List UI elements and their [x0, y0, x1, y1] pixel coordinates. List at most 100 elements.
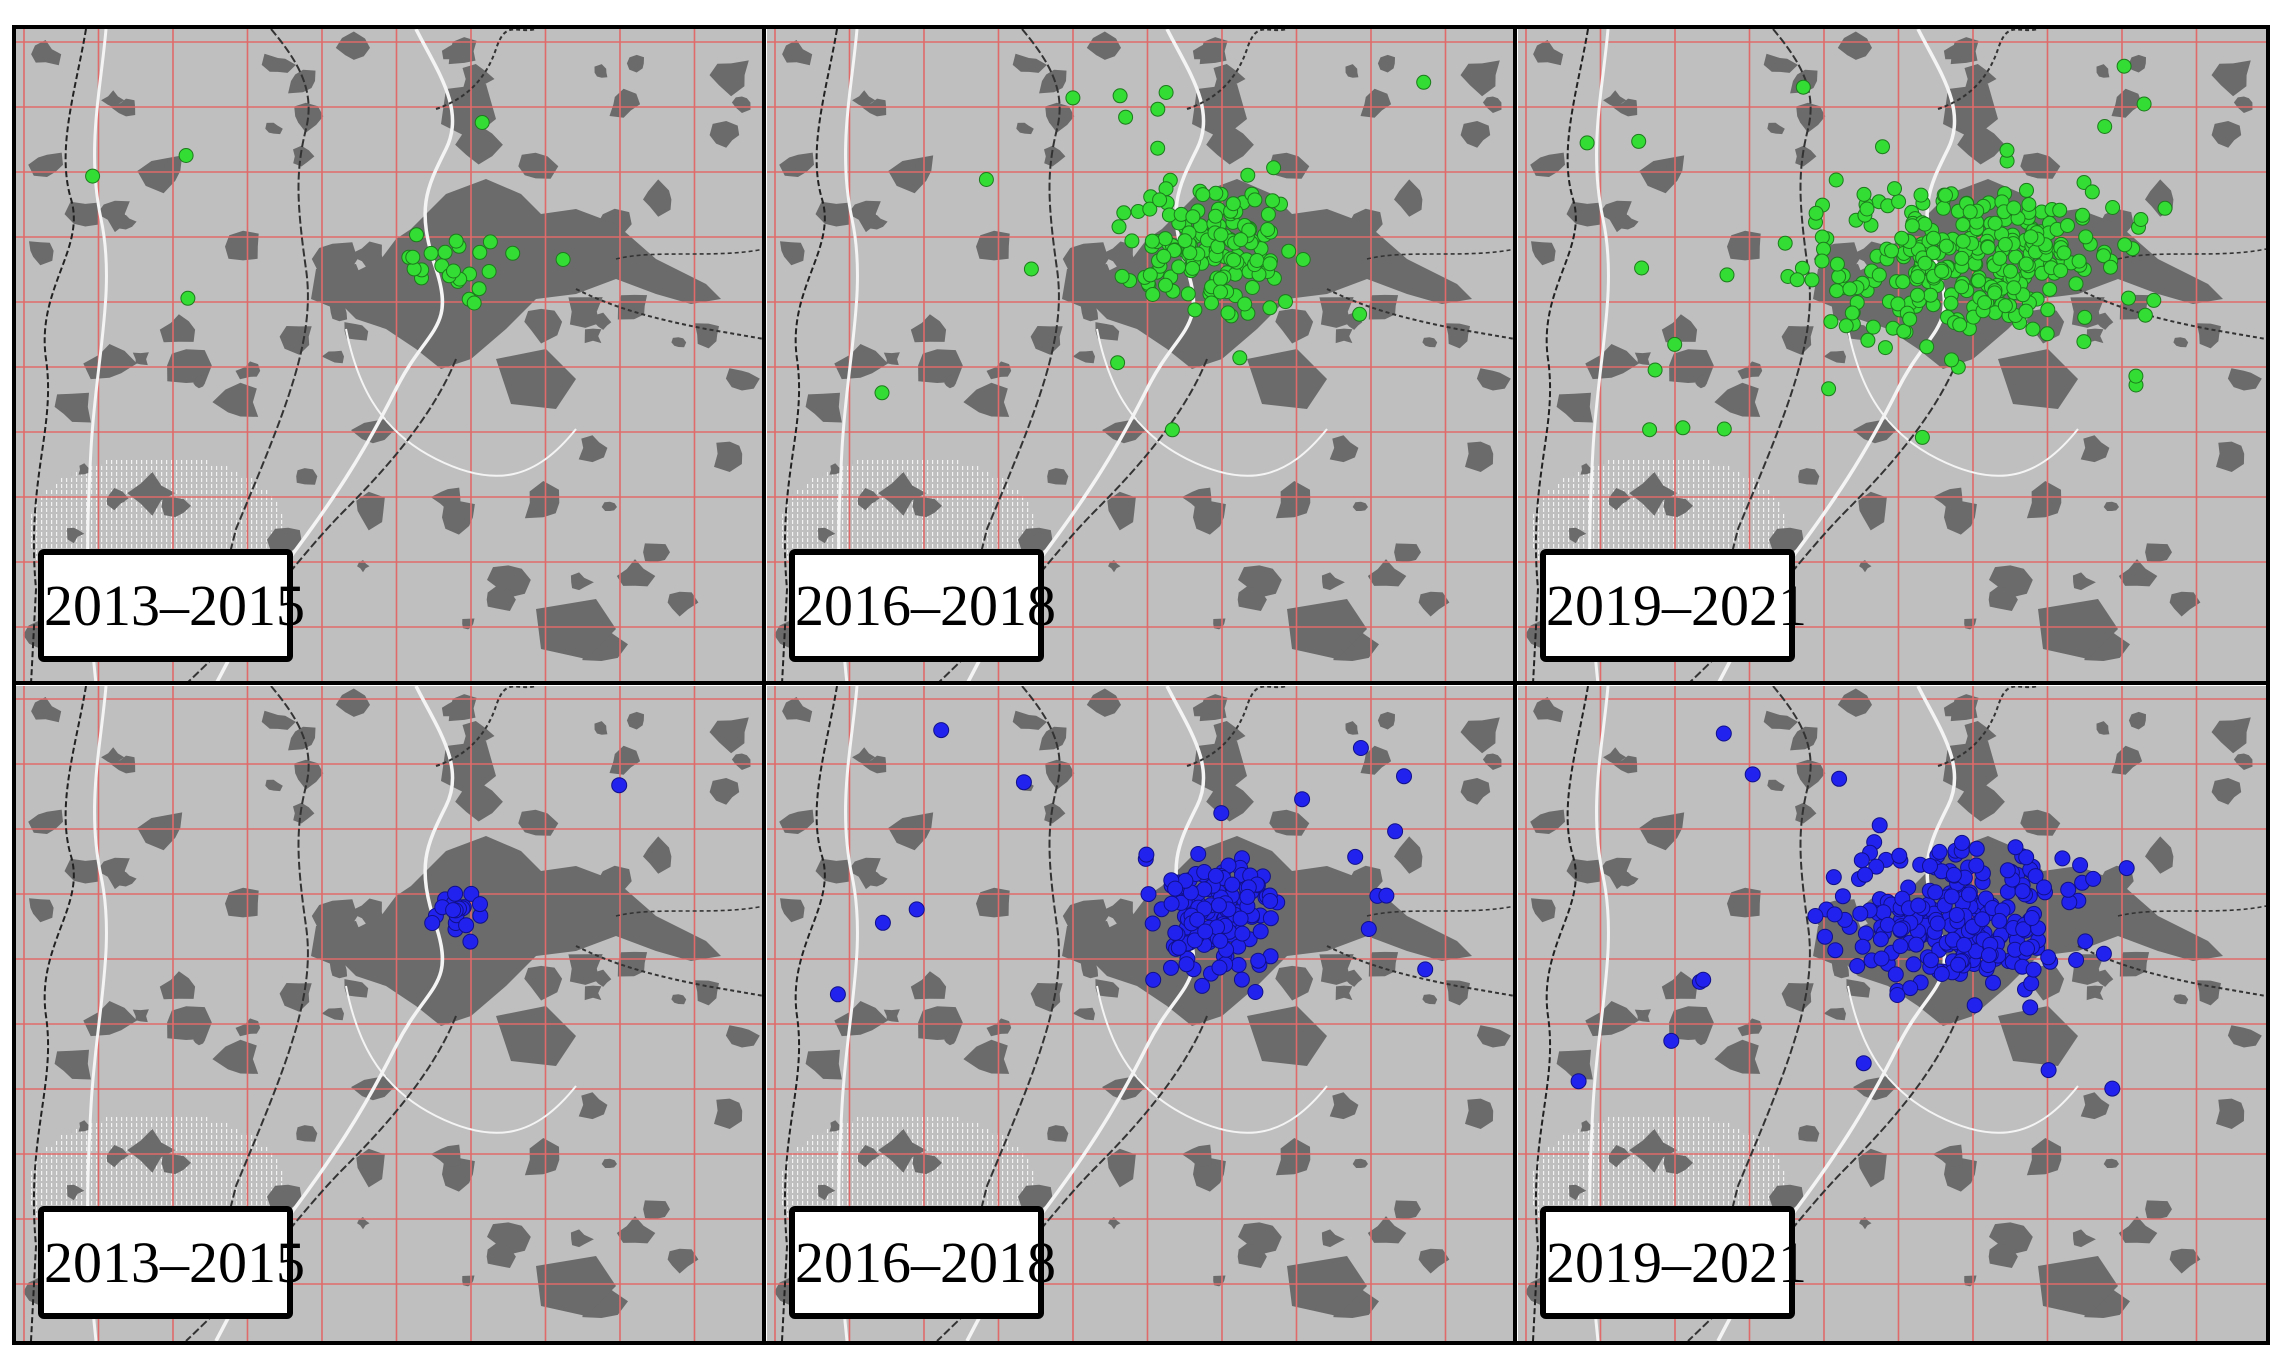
occurrence-dot — [2103, 259, 2118, 275]
occurrence-dot — [1968, 857, 1985, 874]
occurrence-dot — [1871, 267, 1887, 283]
occurrence-dot — [2040, 949, 2057, 966]
occurrence-dot — [1954, 250, 1970, 266]
occurrence-dot — [505, 245, 521, 261]
occurrence-dot — [1954, 834, 1970, 851]
occurrence-dot — [178, 148, 194, 163]
border-line — [2117, 248, 2266, 260]
occurrence-dot — [1950, 956, 1967, 973]
occurrence-dot — [2072, 857, 2089, 874]
occurrence-dot — [1347, 848, 1364, 865]
occurrence-dot — [611, 777, 628, 794]
occurrence-dot — [1695, 971, 1712, 988]
occurrence-dot — [1152, 192, 1168, 208]
border-line — [2077, 945, 2266, 997]
occurrence-dot — [1944, 352, 1959, 368]
occurrence-dot — [1015, 774, 1032, 791]
border-line — [575, 945, 764, 997]
occurrence-dot — [405, 249, 421, 265]
occurrence-dot — [1877, 340, 1893, 356]
occurrence-dot — [1185, 260, 1200, 276]
occurrence-dot — [1814, 253, 1830, 269]
occurrence-dot — [1890, 296, 1906, 312]
occurrence-dot — [1945, 866, 1962, 883]
occurrence-dot — [1213, 227, 1229, 243]
occurrence-dot — [1931, 843, 1948, 860]
occurrence-dot — [2025, 961, 2042, 978]
occurrence-dot — [2116, 58, 2132, 74]
occurrence-dot — [1233, 971, 1250, 988]
occurrence-dot — [1110, 355, 1126, 371]
occurrence-dot — [1922, 858, 1938, 874]
occurrence-dot — [555, 252, 571, 267]
occurrence-dot — [1265, 193, 1280, 209]
occurrence-dot — [1225, 196, 1241, 212]
occurrence-layer — [874, 74, 1432, 438]
occurrence-dot — [1715, 725, 1732, 742]
occurrence-dot — [1943, 295, 1959, 311]
river-line — [1096, 328, 1328, 477]
occurrence-dot — [1917, 255, 1933, 271]
occurrence-dot — [1163, 959, 1179, 976]
occurrence-dot — [1925, 245, 1941, 261]
occurrence-dot — [1955, 233, 1971, 249]
occurrence-dot — [463, 885, 480, 902]
occurrence-dot — [2075, 207, 2090, 223]
occurrence-dot — [1194, 977, 1211, 994]
occurrence-dot — [1991, 912, 2008, 929]
occurrence-dot — [1278, 294, 1293, 310]
occurrence-dot — [1187, 302, 1203, 318]
occurrence-dot — [2053, 263, 2069, 279]
occurrence-dot — [1250, 952, 1267, 969]
occurrence-dot — [180, 290, 196, 306]
occurrence-dot — [1938, 187, 1953, 203]
occurrence-dot — [1195, 187, 1211, 203]
occurrence-layer — [1570, 725, 2135, 1097]
occurrence-dot — [424, 915, 441, 931]
occurrence-dot — [1927, 884, 1944, 901]
occurrence-dot — [1857, 925, 1874, 942]
occurrence-dot — [1934, 263, 1950, 279]
occurrence-dot — [908, 901, 925, 918]
occurrence-dot — [1856, 186, 1872, 202]
occurrence-dot — [1196, 881, 1213, 898]
railway-line — [936, 1015, 1208, 1341]
occurrence-dot — [474, 115, 490, 130]
occurrence-dot — [1111, 219, 1127, 235]
occurrence-dot — [1171, 259, 1187, 275]
occurrence-dot — [1167, 924, 1184, 941]
occurrence-dot — [1968, 840, 1985, 857]
occurrence-dot — [1955, 217, 1971, 233]
occurrence-dot — [445, 902, 462, 919]
occurrence-dot — [1570, 1073, 1587, 1090]
occurrence-dot — [1144, 233, 1160, 249]
occurrence-dot — [1262, 300, 1278, 316]
occurrence-dot — [2003, 263, 2018, 279]
river-line — [1847, 328, 2079, 477]
occurrence-dot — [1213, 271, 1228, 287]
occurrence-dot — [1579, 135, 1595, 151]
occurrence-layer — [829, 722, 1434, 1003]
occurrence-dot — [447, 885, 464, 902]
occurrence-dot — [2052, 202, 2068, 218]
railway-line — [1687, 358, 1959, 684]
border-line — [30, 686, 87, 1341]
occurrence-dot — [1807, 908, 1824, 924]
railway-line — [1687, 1015, 1959, 1341]
occurrence-dot — [1821, 381, 1837, 397]
railway-line — [966, 29, 1061, 610]
occurrence-dot — [1872, 931, 1889, 948]
occurrence-dot — [1667, 336, 1683, 352]
occurrence-dot — [1163, 895, 1180, 912]
occurrence-dot — [2157, 200, 2173, 216]
occurrence-dot — [2078, 229, 2094, 245]
occurrence-dot — [2039, 326, 2055, 342]
grid-lines — [16, 686, 764, 1341]
river-line — [214, 29, 455, 684]
occurrence-dot — [1417, 961, 1434, 978]
occurrence-dot — [1974, 911, 1991, 928]
occurrence-dot — [1873, 950, 1890, 967]
occurrence-dot — [1157, 231, 1173, 247]
occurrence-dot — [1852, 905, 1869, 922]
occurrence-dot — [1977, 295, 1993, 311]
